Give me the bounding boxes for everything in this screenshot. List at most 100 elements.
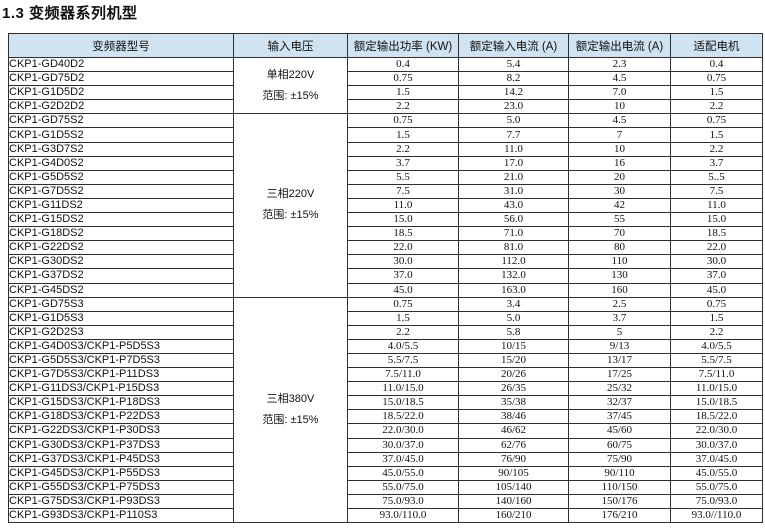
model-cell: CKP1-G15DS2	[8, 212, 234, 228]
voltage-line: 三相380V	[266, 392, 315, 405]
table-row: CKP1-G93DS3/CKP1-P110S3 93.0/110.0 160/210…	[8, 507, 763, 524]
model-cell: CKP1-G30DS3/CKP1-P37DS3	[8, 437, 234, 453]
value-cell: 0.75	[347, 113, 459, 129]
value-cell: 18.5/22.0	[347, 409, 459, 425]
value-cell: 37.0/45.0	[347, 451, 459, 467]
value-cell: 2.2	[670, 324, 763, 340]
model-cell: CKP1-G45DS3/CKP1-P55DS3	[8, 465, 234, 481]
value-cell: 45.0/55.0	[347, 465, 459, 481]
value-cell: 5.5/7.5	[670, 352, 763, 369]
model-cell: CKP1-G18DS2	[8, 226, 234, 242]
value-cell: 15.0	[347, 212, 459, 228]
value-cell: 7.5/11.0	[347, 367, 459, 383]
value-cell: 3.7	[568, 310, 671, 326]
value-cell: 21.0	[458, 169, 569, 185]
value-cell: 37.0	[347, 268, 459, 284]
table-row: CKP1-G45DS3/CKP1-P55DS3 45.0/55.0 90/105 90…	[8, 465, 763, 481]
model-cell: CKP1-G37DS3/CKP1-P45DS3	[8, 451, 234, 467]
table-row: CKP1-G2D2S3 2.2 5.8 5 2.2	[8, 324, 763, 340]
value-cell: 5..5	[670, 169, 763, 185]
value-cell: 23.0	[458, 99, 569, 115]
value-cell: 7.0	[568, 85, 671, 101]
value-cell: 45/60	[568, 423, 671, 439]
value-cell: 10	[568, 141, 671, 157]
table-row: CKP1-G15DS2 15.0 56.0 55 15.0	[8, 212, 763, 228]
value-cell: 22.0/30.0	[347, 423, 459, 439]
value-cell: 2.2	[670, 99, 763, 115]
table-row: CKP1-G5D5S3/CKP1-P7D5S3 5.5/7.5 15/20 13/17…	[8, 352, 763, 369]
value-cell: 3.4	[458, 296, 569, 312]
value-cell: 176/210	[568, 507, 671, 524]
header-rated-output-power: 额定输出功率 (KW)	[347, 33, 459, 58]
value-cell: 110	[568, 254, 671, 270]
value-cell: 90/105	[458, 465, 569, 481]
value-cell: 70	[568, 226, 671, 242]
value-cell: 1.5	[670, 127, 763, 143]
value-cell: 55.0/75.0	[670, 479, 763, 495]
value-cell: 4.0/5.5	[670, 338, 763, 354]
value-cell: 130	[568, 268, 671, 284]
value-cell: 3.7	[347, 155, 459, 171]
value-cell: 0.75	[670, 296, 763, 312]
model-cell: CKP1-GD75D2	[8, 71, 234, 87]
model-cell: CKP1-G93DS3/CKP1-P110S3	[8, 507, 234, 524]
model-cell: CKP1-G7D5S3/CKP1-P11DS3	[8, 367, 234, 383]
table-row: CKP1-GD75S2 三相220V 范围: ±15% 0.75 5.0 4.5 0.75	[8, 113, 763, 298]
value-cell: 30.0/37.0	[347, 437, 459, 453]
model-cell: CKP1-G3D7S2	[8, 141, 234, 157]
table-header: 变频器型号 输入电压 额定输出功率 (KW) 额定输入电流 (A) 额定输出电流…	[8, 33, 763, 58]
value-cell: 2.3	[568, 56, 671, 73]
value-cell: 16	[568, 155, 671, 171]
header-matched-motor: 适配电机	[670, 33, 763, 58]
value-cell: 18.5/22.0	[670, 409, 763, 425]
voltage-cell: 三相380V 范围: ±15%	[233, 296, 348, 524]
value-cell: 7.5/11.0	[670, 367, 763, 383]
value-cell: 37/45	[568, 409, 671, 425]
model-cell: CKP1-G30DS2	[8, 254, 234, 270]
value-cell: 93.0//110.0	[670, 507, 763, 524]
value-cell: 20	[568, 169, 671, 185]
table-row: CKP1-G22DS2 22.0 81.0 80 22.0	[8, 240, 763, 256]
value-cell: 22.0/30.0	[670, 423, 763, 439]
table-row: CKP1-G37DS2 37.0 132.0 130 37.0	[8, 268, 763, 284]
header-row: 变频器型号 输入电压 额定输出功率 (KW) 额定输入电流 (A) 额定输出电流…	[8, 33, 763, 58]
value-cell: 32/37	[568, 395, 671, 411]
model-cell: CKP1-G5D5S3/CKP1-P7D5S3	[8, 352, 234, 369]
value-cell: 55.0/75.0	[347, 479, 459, 495]
value-cell: 0.75	[670, 71, 763, 87]
value-cell: 11.0	[458, 141, 569, 157]
value-cell: 20/26	[458, 367, 569, 383]
model-cell: CKP1-G18DS3/CKP1-P22DS3	[8, 409, 234, 425]
value-cell: 8.2	[458, 71, 569, 87]
model-cell: CKP1-G22DS3/CKP1-P30DS3	[8, 423, 234, 439]
value-cell: 4.5	[568, 113, 671, 129]
table-row: CKP1-G30DS2 30.0 112.0 110 30.0	[8, 254, 763, 270]
value-cell: 45.0	[670, 282, 763, 298]
value-cell: 2.5	[568, 296, 671, 312]
value-cell: 150/176	[568, 493, 671, 510]
model-cell: CKP1-G4D0S2	[8, 155, 234, 171]
value-cell: 26/35	[458, 381, 569, 397]
table-row: CKP1-G75DS3/CKP1-P93DS3 75.0/93.0 140/160 1…	[8, 493, 763, 510]
value-cell: 76/90	[458, 451, 569, 467]
value-cell: 1.5	[670, 310, 763, 326]
table-body: CKP1-GD40D2 单相220V 范围: ±15% 0.4 5.4 2.3 0.4 CKP…	[8, 56, 763, 524]
value-cell: 11.0/15.0	[347, 381, 459, 397]
value-cell: 7	[568, 127, 671, 143]
value-cell: 105/140	[458, 479, 569, 495]
table-row: CKP1-G37DS3/CKP1-P45DS3 37.0/45.0 76/90 75/…	[8, 451, 763, 467]
table-row: CKP1-G4D0S2 3.7 17.0 16 3.7	[8, 155, 763, 171]
model-cell: CKP1-G5D5S2	[8, 169, 234, 185]
value-cell: 10/15	[458, 338, 569, 354]
value-cell: 163.0	[458, 282, 569, 298]
header-rated-input-current: 额定输入电流 (A)	[458, 33, 569, 58]
table-row: CKP1-G3D7S2 2.2 11.0 10 2.2	[8, 141, 763, 157]
model-cell: CKP1-GD75S3	[8, 296, 234, 312]
value-cell: 5.0	[458, 113, 569, 129]
value-cell: 2.2	[670, 141, 763, 157]
voltage-line: 单相220V	[266, 68, 315, 81]
value-cell: 3.7	[670, 155, 763, 171]
value-cell: 18.5	[347, 226, 459, 242]
table-row: CKP1-G11DS2 11.0 43.0 42 11.0	[8, 197, 763, 214]
table-row: CKP1-G1D5D2 1.5 14.2 7.0 1.5	[8, 85, 763, 101]
